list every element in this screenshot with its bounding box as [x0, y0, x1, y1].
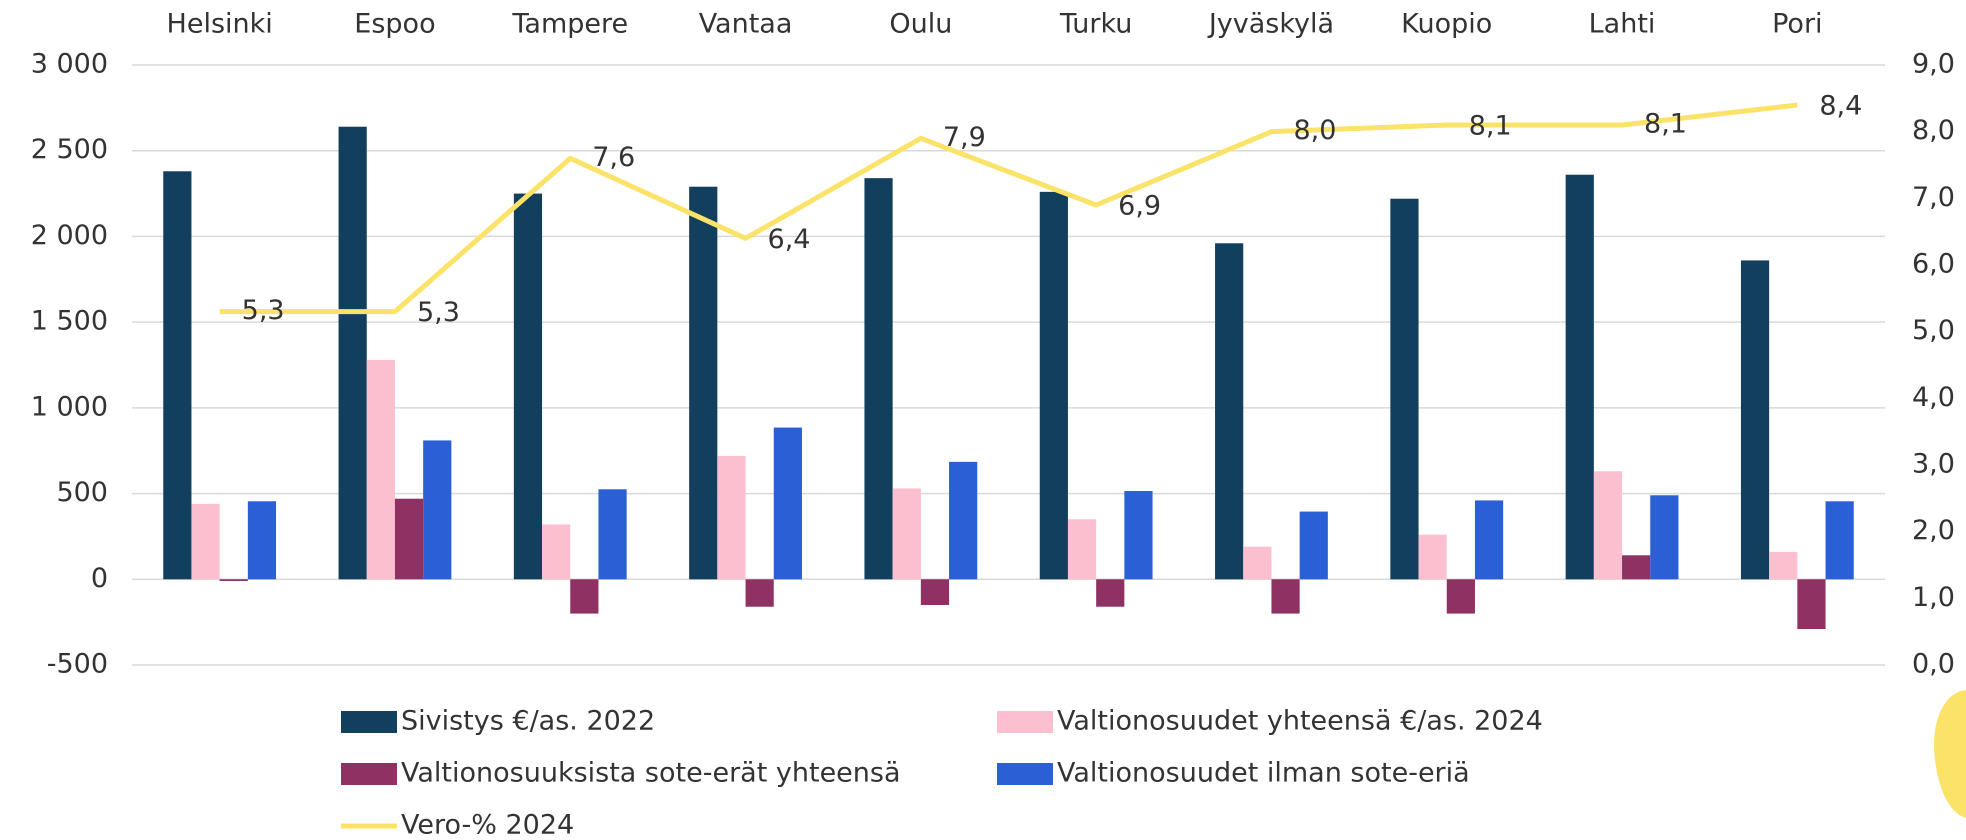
x-tick-label: Kuopio	[1401, 9, 1492, 40]
y2-tick-label: 7,0	[1912, 182, 1955, 213]
y2-tick-label: 1,0	[1912, 582, 1955, 613]
y2-tick-label: 2,0	[1912, 515, 1955, 546]
data-label: 8,1	[1469, 111, 1512, 142]
data-label: 8,1	[1644, 109, 1687, 140]
line	[219, 102, 1798, 315]
bar	[1243, 546, 1272, 580]
legend-swatch	[997, 711, 1053, 733]
bar	[423, 440, 452, 580]
x-tick-label: Turku	[1059, 9, 1133, 40]
data-label: 5,3	[417, 297, 460, 328]
x-tick-label: Pori	[1772, 9, 1822, 40]
bar	[1769, 551, 1798, 580]
bar	[1474, 500, 1504, 580]
bar	[1039, 191, 1068, 580]
data-label: 5,3	[242, 295, 285, 326]
y-tick-label: 3 000	[31, 49, 108, 80]
bar	[542, 524, 571, 580]
bar	[920, 579, 950, 605]
bar	[191, 503, 220, 580]
bar	[745, 579, 774, 607]
y2-tick-label: 8,0	[1912, 115, 1955, 146]
bar	[598, 489, 627, 580]
bar	[892, 488, 921, 580]
bar	[1418, 534, 1447, 580]
data-label: 7,6	[592, 142, 635, 173]
legend-label: Vero-% 2024	[401, 810, 574, 840]
bar	[513, 193, 543, 580]
y2-tick-label: 6,0	[1912, 249, 1955, 280]
x-tick-label: Jyväskylä	[1207, 9, 1334, 40]
y2-tick-label: 4,0	[1912, 382, 1955, 413]
bar	[717, 455, 746, 580]
bar	[1215, 243, 1244, 580]
legend-label: Valtionosuudet yhteensä €/as. 2024	[1057, 706, 1543, 737]
bar	[570, 579, 599, 614]
x-tick-label: Oulu	[889, 9, 952, 40]
decoration	[1934, 690, 1966, 818]
y-tick-label: 1 500	[31, 306, 108, 337]
y-tick-label: 500	[56, 477, 108, 508]
bar	[1446, 579, 1475, 614]
bar	[163, 171, 192, 580]
y-tick-label: 1 000	[31, 391, 108, 422]
data-label: 6,4	[768, 224, 811, 255]
y2-tick-label: 5,0	[1912, 315, 1955, 346]
bar	[1565, 174, 1594, 580]
x-tick-label: Lahti	[1589, 9, 1656, 40]
y2-tick-label: 3,0	[1912, 449, 1955, 480]
bar	[1825, 501, 1854, 580]
y-tick-label: 2 500	[31, 134, 108, 165]
legend-label: Valtionosuudet ilman sote-eriä	[1057, 758, 1470, 789]
bar	[1593, 471, 1623, 580]
bar	[219, 579, 248, 581]
bar	[1271, 579, 1300, 614]
bar	[366, 359, 395, 580]
data-label: 6,9	[1118, 191, 1161, 222]
bar	[1740, 260, 1770, 580]
bar	[338, 126, 367, 580]
x-tick-label: Espoo	[354, 9, 435, 40]
y2-tick-label: 0,0	[1912, 649, 1955, 680]
data-label: 8,0	[1293, 115, 1336, 146]
legend-label: Valtionosuuksista sote-erät yhteensä	[401, 758, 901, 789]
bar	[247, 501, 277, 580]
bar	[1096, 579, 1125, 607]
bar	[1650, 495, 1679, 580]
bar	[1622, 555, 1651, 580]
data-label: 7,9	[943, 122, 986, 153]
bar	[1124, 491, 1153, 580]
legend-label: Sivistys €/as. 2022	[401, 706, 655, 737]
y-tick-label: 2 000	[31, 220, 108, 251]
y-tick-label: 0	[91, 563, 108, 594]
x-tick-label: Helsinki	[167, 9, 273, 40]
x-tick-label: Vantaa	[699, 9, 793, 40]
y2-tick-label: 9,0	[1912, 49, 1955, 80]
legend-swatch	[341, 711, 397, 733]
bar	[1067, 519, 1097, 580]
x-tick-label: Tampere	[511, 9, 628, 40]
bar	[1797, 579, 1826, 629]
bar	[394, 498, 424, 580]
bar	[773, 427, 802, 580]
bar	[864, 178, 893, 580]
bar	[1390, 198, 1419, 580]
bar	[689, 186, 718, 580]
bar	[949, 461, 978, 580]
legend-swatch	[997, 763, 1053, 785]
data-label: 8,4	[1819, 91, 1862, 122]
legend-swatch	[341, 763, 397, 785]
bar	[1299, 511, 1328, 580]
y-tick-label: -500	[47, 649, 108, 680]
